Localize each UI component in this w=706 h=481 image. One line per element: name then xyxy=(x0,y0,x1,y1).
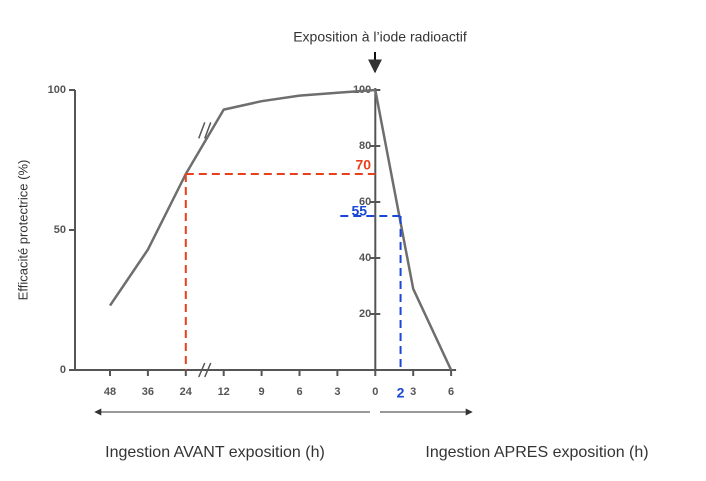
x-axis-label-before: Ingestion AVANT exposition (h) xyxy=(105,444,325,461)
x-axis-label-after: Ingestion APRES exposition (h) xyxy=(425,444,648,461)
y-tick-label: 0 xyxy=(60,364,66,376)
y2-tick-label: 60 xyxy=(359,196,371,208)
highlight-x-label: 2 xyxy=(397,385,405,401)
chart-title: Exposition à l’iode radioactif xyxy=(293,29,467,45)
x-tick-label: 3 xyxy=(334,386,340,398)
x-tick-label: 3 xyxy=(410,386,416,398)
y2-tick-label: 80 xyxy=(359,140,371,152)
x-tick-label: 6 xyxy=(448,386,454,398)
y-tick-label: 100 xyxy=(48,84,66,96)
x-tick-label: 9 xyxy=(259,386,265,398)
axis-break xyxy=(204,362,212,378)
x-tick-label: 24 xyxy=(180,386,193,398)
curve-break xyxy=(198,122,206,139)
x-tick-label: 36 xyxy=(142,386,154,398)
y-axis-label: Efficacité protectrice (%) xyxy=(15,160,30,301)
curve-break xyxy=(204,122,212,139)
x-tick-label: 6 xyxy=(296,386,302,398)
y2-tick-label: 40 xyxy=(359,252,371,264)
axis-break xyxy=(198,362,206,378)
x-tick-label: 0 xyxy=(372,386,378,398)
y2-tick-label: 20 xyxy=(359,308,371,320)
y-tick-label: 50 xyxy=(54,224,66,236)
highlight-y-label: 55 xyxy=(352,203,368,219)
highlight-y-label: 70 xyxy=(356,157,372,173)
x-tick-label: 12 xyxy=(218,386,230,398)
x-tick-label: 48 xyxy=(104,386,116,398)
curve xyxy=(108,88,453,371)
